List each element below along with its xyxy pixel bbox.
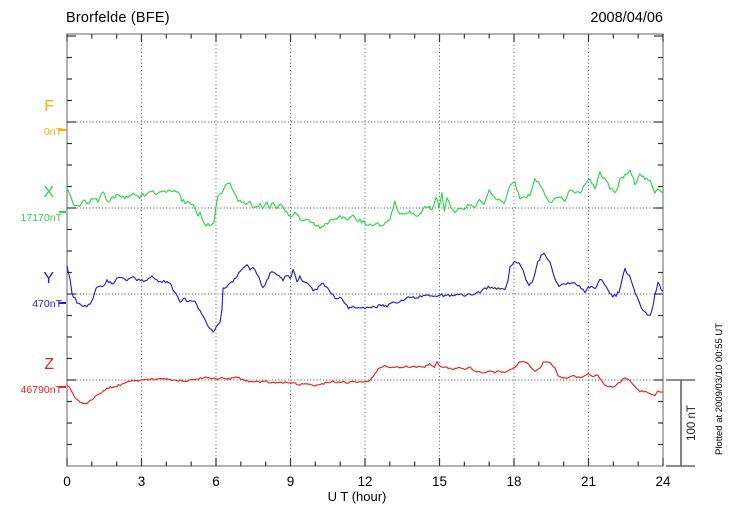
x-tick-labels: 0 3 6 9 12 15 18 21 24 [63,474,671,489]
plotted-at-label: Plotted at 2009/03/10 00:55 UT [714,323,725,455]
plot-date: 2008/04/06 [590,10,663,26]
channel-label-y: Y [43,270,54,287]
station-title: Brorfelde (BFE) [66,10,170,26]
x-tick-label: 15 [432,474,447,489]
trace-layer [66,169,664,405]
x-tick-label: 3 [138,474,146,489]
x-tick-label: 21 [581,474,596,489]
x-tick-label: 9 [287,474,295,489]
x-axis-label: U T (hour) [327,489,387,504]
scale-bar-label: 100 nT [686,405,698,441]
tick-layer [59,34,664,466]
channel-value-z: 46790nT [20,384,62,396]
channel-label-z: Z [44,356,54,373]
x-tick-label: 6 [212,474,220,489]
trace-x [66,169,664,230]
scale-bar [666,379,695,467]
x-tick-label: 12 [357,474,372,489]
channel-label-f: F [44,98,54,115]
channel-label-x: X [43,184,54,201]
channel-value-y: 470nT [32,298,62,310]
channel-value-x: 17170nT [20,212,62,224]
trace-y [66,252,664,333]
x-tick-label: 0 [63,474,71,489]
grid-layer [67,34,663,466]
x-tick-label: 18 [506,474,521,489]
x-tick-label: 24 [655,474,671,489]
trace-z [66,360,664,405]
channel-value-f: 0nT [43,126,62,138]
